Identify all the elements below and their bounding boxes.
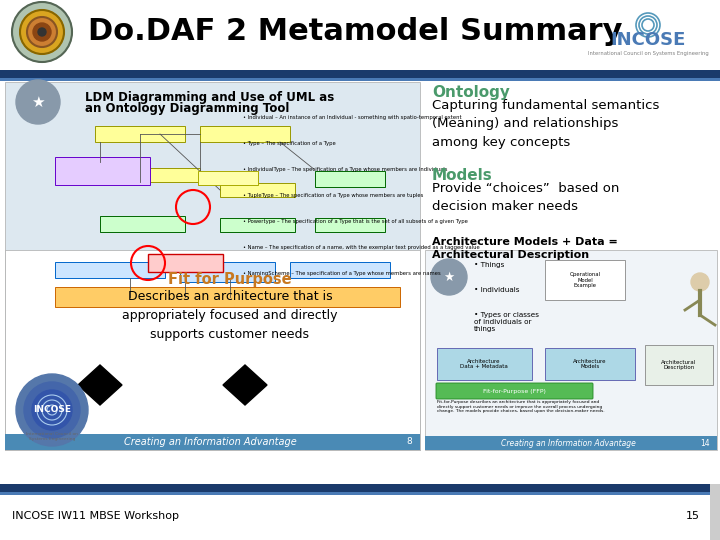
FancyBboxPatch shape xyxy=(436,383,593,399)
FancyBboxPatch shape xyxy=(290,262,390,278)
FancyBboxPatch shape xyxy=(200,126,290,142)
Circle shape xyxy=(691,273,709,291)
Text: Ontology: Ontology xyxy=(432,85,510,100)
Text: Architecture
Data + Metadata: Architecture Data + Metadata xyxy=(460,359,508,369)
Text: Capturing fundamental semantics
(Meaning) and relationships
among key concepts: Capturing fundamental semantics (Meaning… xyxy=(432,99,660,149)
FancyBboxPatch shape xyxy=(0,78,720,81)
FancyBboxPatch shape xyxy=(95,126,185,142)
Text: Operational
Model
Example: Operational Model Example xyxy=(570,272,600,288)
FancyBboxPatch shape xyxy=(120,168,200,182)
Text: Describes an architecture that is
appropriately focused and directly
supports cu: Describes an architecture that is approp… xyxy=(122,290,338,341)
Text: 14: 14 xyxy=(701,438,710,448)
FancyBboxPatch shape xyxy=(315,218,385,232)
FancyBboxPatch shape xyxy=(5,82,420,450)
FancyBboxPatch shape xyxy=(55,157,150,185)
FancyBboxPatch shape xyxy=(55,287,400,307)
Text: • TupleType – The specification of a Type whose members are tuples: • TupleType – The specification of a Typ… xyxy=(243,193,423,198)
Text: an Ontology Diagramming Tool: an Ontology Diagramming Tool xyxy=(85,102,289,115)
Circle shape xyxy=(27,17,57,47)
Text: International Council on Systems Engineering: International Council on Systems Enginee… xyxy=(588,51,708,57)
Text: LDM Diagramming and Use of UML as: LDM Diagramming and Use of UML as xyxy=(85,91,334,104)
FancyBboxPatch shape xyxy=(0,492,720,495)
Text: ★: ★ xyxy=(444,271,454,284)
Circle shape xyxy=(431,259,467,295)
FancyBboxPatch shape xyxy=(425,436,717,450)
FancyBboxPatch shape xyxy=(180,262,275,282)
Text: • Type – The specification of a Type: • Type – The specification of a Type xyxy=(243,141,336,146)
Text: • NamingScheme – The specification of a Type whose members are names: • NamingScheme – The specification of a … xyxy=(243,271,441,276)
Text: INCOSE: INCOSE xyxy=(611,31,685,49)
FancyBboxPatch shape xyxy=(0,0,720,70)
Circle shape xyxy=(24,382,80,438)
Text: Fit for Purpose: Fit for Purpose xyxy=(168,272,292,287)
FancyBboxPatch shape xyxy=(5,434,420,450)
Circle shape xyxy=(32,390,72,430)
FancyBboxPatch shape xyxy=(0,484,720,492)
Polygon shape xyxy=(223,365,267,405)
Text: • IndividualType – The specification of a Type whose members are Individuals: • IndividualType – The specification of … xyxy=(243,167,448,172)
Text: Architecture
Models: Architecture Models xyxy=(573,359,607,369)
Text: • Types or classes
of individuals or
things: • Types or classes of individuals or thi… xyxy=(474,312,539,332)
FancyBboxPatch shape xyxy=(100,216,185,232)
Text: Fit-for-Purpose (FFP): Fit-for-Purpose (FFP) xyxy=(482,388,546,394)
Text: 15: 15 xyxy=(686,511,700,521)
FancyBboxPatch shape xyxy=(148,254,223,272)
Text: Models: Models xyxy=(432,168,492,183)
FancyBboxPatch shape xyxy=(55,262,165,278)
FancyBboxPatch shape xyxy=(545,260,625,300)
Text: 8: 8 xyxy=(406,437,412,447)
Text: International Council on
Systems Engineering: International Council on Systems Enginee… xyxy=(26,432,78,441)
Circle shape xyxy=(16,80,60,124)
FancyBboxPatch shape xyxy=(645,345,713,385)
FancyBboxPatch shape xyxy=(437,348,532,380)
Text: Architecture Models + Data =
Architectural Description: Architecture Models + Data = Architectur… xyxy=(432,237,618,260)
FancyBboxPatch shape xyxy=(220,218,295,232)
Text: INCOSE IW11 MBSE Workshop: INCOSE IW11 MBSE Workshop xyxy=(12,511,179,521)
FancyBboxPatch shape xyxy=(425,250,717,450)
Circle shape xyxy=(38,28,46,36)
FancyBboxPatch shape xyxy=(0,70,720,78)
Text: Architectural
Description: Architectural Description xyxy=(662,360,697,370)
Circle shape xyxy=(12,2,72,62)
FancyBboxPatch shape xyxy=(315,171,385,187)
Text: Creating an Information Advantage: Creating an Information Advantage xyxy=(500,438,636,448)
Circle shape xyxy=(33,23,51,41)
Text: ★: ★ xyxy=(31,94,45,110)
FancyBboxPatch shape xyxy=(220,183,295,197)
FancyBboxPatch shape xyxy=(545,348,635,380)
Text: INCOSE: INCOSE xyxy=(33,406,71,415)
Text: Do.DAF 2 Metamodel Summary: Do.DAF 2 Metamodel Summary xyxy=(88,17,623,46)
FancyBboxPatch shape xyxy=(710,484,720,540)
Circle shape xyxy=(20,10,64,54)
Circle shape xyxy=(16,374,88,446)
Text: • Name – The specification of a name, with the exemplar text provided as a tagge: • Name – The specification of a name, wi… xyxy=(243,245,480,250)
Text: Fit-for-Purpose describes an architecture that is appropriately focused and
dire: Fit-for-Purpose describes an architectur… xyxy=(437,400,605,413)
FancyBboxPatch shape xyxy=(5,250,420,450)
FancyBboxPatch shape xyxy=(0,484,720,540)
Text: Provide “choices”  based on
decision maker needs: Provide “choices” based on decision make… xyxy=(432,182,619,213)
Text: • Things: • Things xyxy=(474,262,505,268)
Polygon shape xyxy=(78,365,122,405)
Text: • Individuals: • Individuals xyxy=(474,287,520,293)
Text: • Powertype – The specification of a Type that is the set of all subsets of a gi: • Powertype – The specification of a Typ… xyxy=(243,219,468,224)
Text: • Individual – An instance of an Individual - something with spatio-temporal ext: • Individual – An instance of an Individ… xyxy=(243,115,462,120)
FancyBboxPatch shape xyxy=(198,171,258,185)
Text: Creating an Information Advantage: Creating an Information Advantage xyxy=(124,437,297,447)
